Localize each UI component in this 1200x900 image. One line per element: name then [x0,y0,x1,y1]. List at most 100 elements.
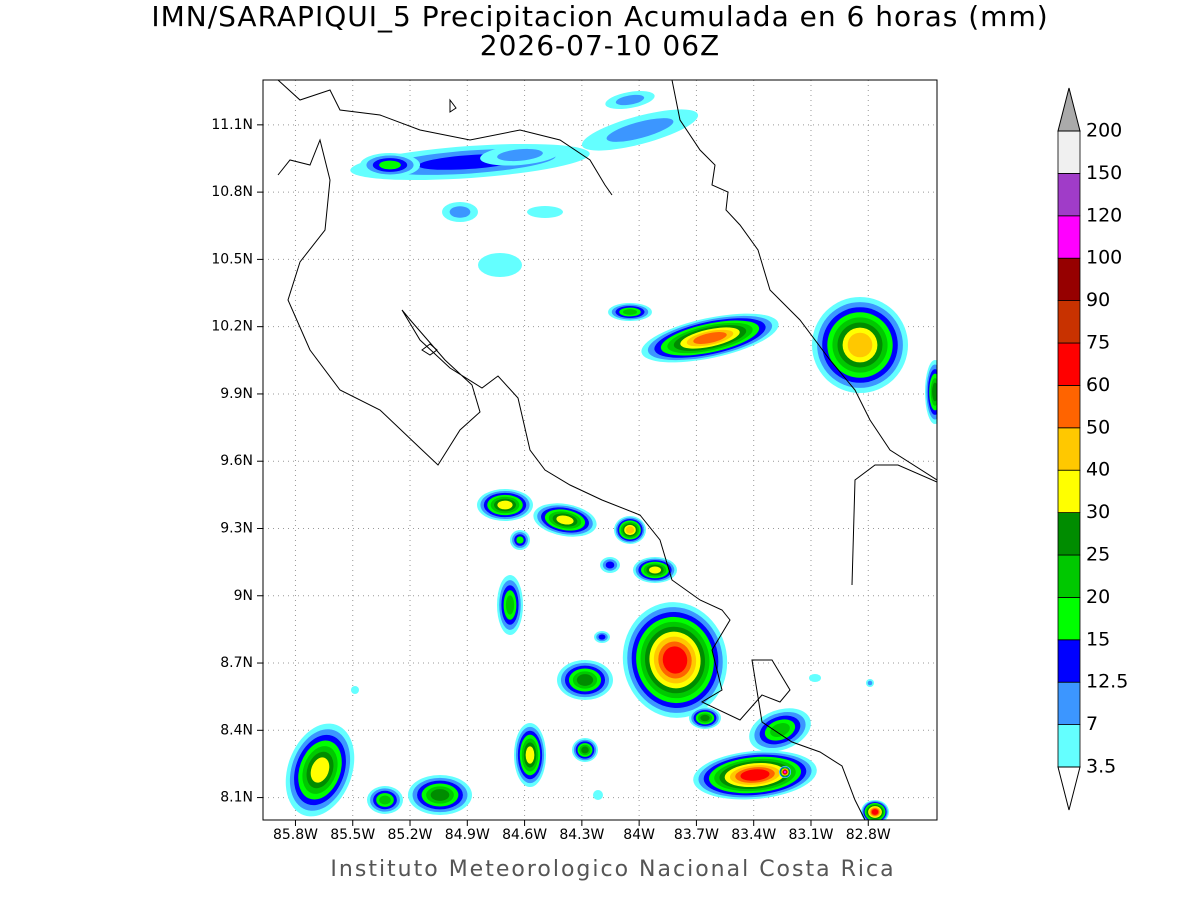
precip-area [576,674,594,686]
precip-area [622,309,638,315]
y-tick-label: 8.7N [220,655,253,671]
y-tick-label: 9.6N [220,453,253,469]
colorbar-label: 25 [1086,544,1110,566]
precipitation-field [285,91,937,820]
x-tick-label: 85.8W [273,827,318,843]
colorbar-under [1057,766,1081,811]
subtitle: 2026-07-10 06Z [480,29,720,62]
border [851,464,937,586]
precip-area [809,674,821,682]
precip-area [740,769,770,781]
y-tick-label: 9N [234,588,253,604]
colorbar-label: 3.5 [1086,756,1116,778]
precip-area [693,332,727,344]
precip-area [593,790,603,800]
colorbar-label: 12.5 [1086,671,1128,693]
precip-area [581,746,589,754]
precip-area [379,160,401,170]
y-tick-label: 10.2N [211,319,253,335]
y-tick-label: 9.9N [220,386,253,402]
colorbar-box [1057,597,1081,641]
colorbar-label: 75 [1086,332,1110,354]
precip-area [525,746,535,764]
colorbar-label: 100 [1086,247,1122,269]
precip-area [615,94,645,106]
precip-area [783,770,787,774]
x-tick-label: 84W [623,827,655,843]
plot-frame [262,79,938,821]
colorbar-box [1057,384,1081,429]
precip-area [310,757,330,783]
colorbar-box [1057,427,1081,471]
y-tick-label: 8.1N [220,790,253,806]
x-tick-label: 85.5W [330,827,375,843]
colorbar-box [1057,215,1081,259]
colorbar-label: 20 [1086,586,1110,608]
y-tick-label: 8.4N [220,722,253,738]
colorbar: 3.5 7 12.5 15 20 25 30 40 50 60 75 90 100 120 150 200 [1057,87,1128,811]
coastline [277,80,613,196]
x-tick-label: 84.9W [445,827,490,843]
x-tick-label: 83.4W [731,827,776,843]
colorbar-label: 15 [1086,628,1110,650]
y-tick-label: 11.1N [211,117,253,133]
precip-area [379,795,391,805]
title: IMN/SARAPIQUI_5 Precipitacion Acumulada … [151,0,1048,33]
precip-area [505,595,515,615]
precip-area [351,686,359,694]
x-tick-label: 85.2W [388,827,433,843]
colorbar-box [1057,300,1081,344]
colorbar-box [1057,512,1081,556]
precip-area [606,118,674,142]
precip-area [449,206,471,218]
y-tick-label: 9.3N [220,520,253,536]
colorbar-box [1057,554,1081,598]
precip-area [497,500,513,510]
precip-area [770,723,790,737]
precip-area [516,536,524,544]
footer: Instituto Meteorologico Nacional Costa R… [330,857,895,882]
precip-area [497,148,543,162]
colorbar-box [1057,172,1081,217]
precip-area [625,526,635,534]
precip-area [605,561,615,569]
colorbar-label: 7 [1086,713,1098,735]
x-tick-label: 82.8W [846,827,891,843]
precip-area [556,515,574,525]
x-tick-label: 83.7W [674,827,719,843]
colorbar-box [1057,342,1081,386]
colorbar-label: 50 [1086,416,1110,438]
precip-area [662,646,688,674]
y-tick-label: 10.8N [211,184,253,200]
precip-area [527,206,563,218]
colorbar-box [1057,724,1081,768]
precip-area [649,566,661,574]
colorbar-label: 90 [1086,289,1110,311]
coastline [671,80,937,481]
x-tick-label: 83.1W [788,827,833,843]
grid [263,80,937,820]
colorbar-box [1057,469,1081,514]
x-tick-label: 84.6W [502,827,547,843]
y-tick-label: 10.5N [211,251,253,267]
colorbar-label: 150 [1086,162,1122,184]
colorbar-box [1057,681,1081,726]
x-tick-label: 84.3W [559,827,604,843]
colorbar-label: 60 [1086,374,1110,396]
colorbar-box [1057,130,1081,174]
precip-area [700,714,710,722]
precip-area [598,634,606,640]
precip-area [478,253,522,277]
precip-area [871,809,879,815]
colorbar-label: 200 [1086,120,1122,142]
precip-area [430,789,450,801]
colorbar-label: 30 [1086,501,1110,523]
precip-area [847,332,873,358]
colorbar-box [1057,639,1081,683]
colorbar-over [1057,87,1081,132]
island [421,98,457,356]
coastlines [277,80,937,820]
colorbar-label: 40 [1086,459,1110,481]
precip-area [867,680,873,686]
